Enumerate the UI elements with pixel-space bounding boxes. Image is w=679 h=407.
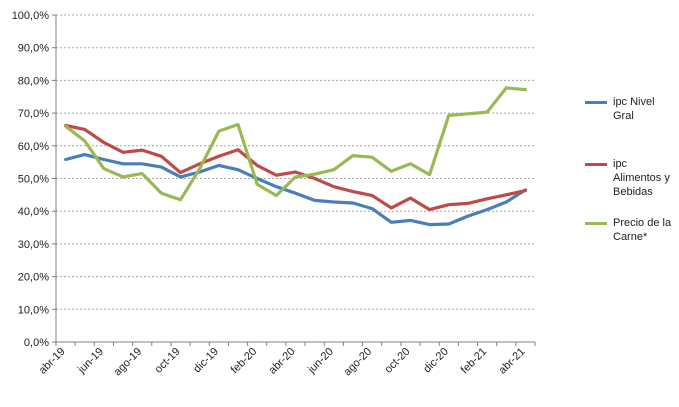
legend-swatch-ipc-alimentos-y-bebidas	[585, 163, 607, 166]
x-tick-label: abr-19	[37, 346, 68, 377]
y-tick-label: 10,0%	[18, 304, 49, 316]
y-tick-label: 80,0%	[18, 75, 49, 87]
x-tick-label: dic-20	[421, 346, 451, 376]
y-tick-label: 30,0%	[18, 239, 49, 251]
x-tick-label: abr-20	[267, 346, 298, 377]
x-tick-label: dic-19	[191, 346, 221, 376]
legend-swatch-ipc-nivel-gral	[585, 101, 607, 104]
y-tick-label: 100,0%	[12, 10, 50, 22]
y-tick-label: 60,0%	[18, 141, 49, 153]
series-line-2	[63, 86, 528, 202]
x-axis: abr-19 jun-19 ago-19 oct-19 dic-19 feb-20 abr-…	[37, 341, 536, 379]
x-tick-label: jun-19	[75, 346, 106, 377]
series-line-0	[63, 153, 528, 227]
series-line-1	[63, 123, 528, 212]
x-tick-label: feb-20	[229, 346, 260, 377]
y-tick-label: 0,0%	[24, 337, 49, 349]
legend-label-ipc-alimentos-y-bebidas: ipc Alimentos y Bebidas	[613, 158, 670, 198]
legend-swatch-precio-de-la-carne	[585, 222, 607, 225]
y-axis: 0,0% 10,0% 20,0% 30,0% 40,0% 50,0% 60,0% 70,0% 8…	[12, 10, 57, 349]
y-tick-label: 40,0%	[18, 206, 49, 218]
x-tick-label: abr-21	[497, 346, 528, 377]
legend-label-ipc-nivel-gral: ipc Nivel Gral	[613, 96, 655, 122]
y-tick-label: 20,0%	[18, 272, 49, 284]
x-tick-label: feb-21	[459, 346, 490, 377]
chart-series-lines	[63, 86, 528, 227]
x-tick-label: oct-20	[382, 346, 412, 376]
x-tick-label: oct-19	[153, 346, 183, 376]
x-tick-label: ago-20	[342, 346, 375, 379]
x-tick-label: ago-19	[112, 346, 145, 379]
y-tick-label: 50,0%	[18, 174, 49, 186]
y-tick-label: 90,0%	[18, 43, 49, 55]
legend-label-precio-de-la-carne: Precio de la Carne*	[613, 217, 672, 243]
x-tick-label: jun-20	[305, 346, 336, 377]
y-tick-label: 70,0%	[18, 108, 49, 120]
chart-gridlines	[56, 14, 535, 310]
